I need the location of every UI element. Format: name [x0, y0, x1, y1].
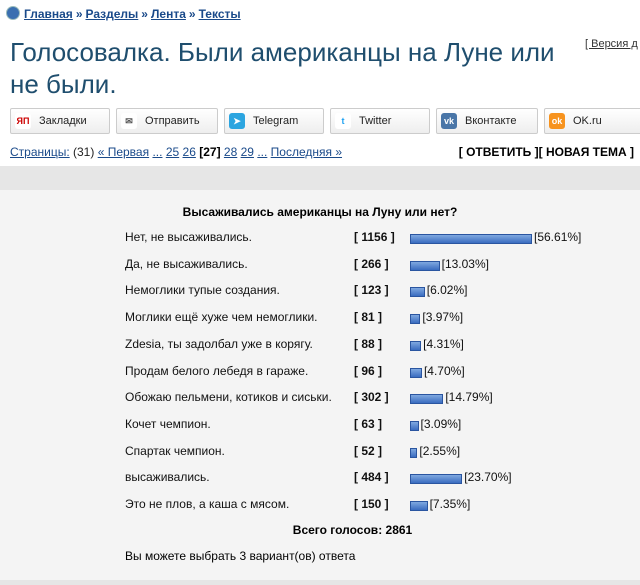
- page-link[interactable]: 28: [223, 145, 238, 159]
- separator: »: [188, 7, 196, 21]
- breadcrumb-link[interactable]: Тексты: [198, 7, 241, 21]
- poll-percent: [3.09%]: [420, 416, 462, 431]
- poll-votes: [ 81 ]: [354, 310, 383, 325]
- page-link[interactable]: « Первая: [97, 145, 150, 159]
- poll-bar: [410, 474, 463, 485]
- band: [0, 166, 640, 190]
- poll-percent: [4.70%]: [423, 363, 465, 378]
- poll-percent: [56.61%]: [534, 230, 582, 244]
- poll-bar: [410, 367, 422, 378]
- poll-option: Кочет чемпион.: [125, 416, 211, 431]
- poll-option: Нет, не высаживались.: [125, 230, 253, 244]
- poll-option: Продам белого лебедя в гараже.: [125, 363, 309, 378]
- poll-bar: [410, 501, 428, 511]
- poll-bar: [410, 394, 444, 405]
- pages-label[interactable]: Страницы:: [10, 145, 70, 159]
- poll-percent: [7.35%]: [429, 497, 471, 511]
- poll-total: Всего голосов: 2861: [292, 523, 413, 537]
- share-label: Twitter: [359, 115, 392, 127]
- poll-votes: [ 52 ]: [354, 443, 383, 458]
- share-button[interactable]: ok OK.ru: [544, 108, 640, 134]
- poll-percent: [14.79%]: [445, 390, 493, 405]
- poll-note: Вы можете выбрать 3 вариант(ов) ответа: [125, 549, 356, 563]
- share-icon: t: [335, 113, 351, 129]
- share-label: OK.ru: [573, 115, 602, 127]
- poll-panel: [0, 190, 640, 580]
- poll-percent: [23.70%]: [464, 470, 512, 485]
- poll-votes: [ 150 ]: [354, 497, 389, 511]
- poll-bar: [410, 314, 421, 325]
- poll-percent: [13.03%]: [441, 256, 489, 271]
- breadcrumb-link[interactable]: Лента: [150, 7, 186, 21]
- poll-option: Да, не высаживались.: [125, 256, 248, 271]
- poll-percent: [4.31%]: [423, 336, 464, 351]
- separator: »: [141, 7, 148, 21]
- action-link[interactable]: [ НОВАЯ ТЕМА ]: [538, 145, 634, 159]
- share-bar: ЯП Закладки ✉ Отправить ➤ Telegram t Twitter vk В…: [10, 108, 640, 134]
- share-label: Закладки: [39, 115, 87, 127]
- poll-option: Спартак чемпион.: [125, 443, 225, 458]
- poll-votes: [ 88 ]: [354, 336, 383, 351]
- poll-option: Обожаю пельмени, котиков и сиськи.: [125, 390, 332, 405]
- poll-votes: [ 63 ]: [354, 416, 383, 431]
- poll-percent: [2.55%]: [419, 443, 461, 458]
- share-button[interactable]: vk Вконтакте: [436, 108, 538, 134]
- poll-votes: [ 266 ]: [354, 256, 389, 271]
- page-link[interactable]: ...: [257, 145, 268, 159]
- poll-votes: [ 96 ]: [354, 363, 383, 378]
- share-button[interactable]: ✉ Отправить: [116, 108, 218, 134]
- poll-bar: [410, 447, 418, 458]
- poll-votes: [ 123 ]: [354, 283, 389, 298]
- poll-votes: [ 1156 ]: [354, 230, 395, 244]
- breadcrumb: Главная» Разделы» Лента» Тексты: [6, 6, 241, 21]
- share-label: Отправить: [145, 115, 200, 127]
- poll-percent: [6.02%]: [426, 283, 468, 298]
- page-link[interactable]: 29: [240, 145, 254, 159]
- action-link[interactable]: [ ОТВЕТИТЬ ]: [458, 145, 539, 159]
- share-button[interactable]: ЯП Закладки: [10, 108, 110, 134]
- poll-bar: [410, 340, 422, 351]
- page-link: [27]: [199, 145, 221, 159]
- share-button[interactable]: ➤ Telegram: [224, 108, 324, 134]
- page-link[interactable]: 26: [182, 145, 196, 159]
- poll-option: высаживались.: [125, 470, 210, 485]
- poll-option: Немоглики тупые создания.: [125, 283, 280, 298]
- poll-bar: [410, 287, 425, 298]
- poll-bar: [410, 420, 419, 431]
- poll-votes: [ 302 ]: [354, 390, 389, 405]
- poll-option: Моглики ещё хуже чем немоглики.: [125, 310, 318, 325]
- poll-option: Zdesia, ты задолбал уже в корягу.: [125, 336, 313, 351]
- topic-title: Голосовалка. Были американцы на Луне или…: [10, 37, 555, 99]
- pagination: Страницы: (31) « Первая ... 25 26 [27] 2…: [10, 145, 342, 159]
- pages-count: (31): [73, 145, 95, 159]
- share-icon: ➤: [229, 113, 245, 129]
- site-icon: [6, 6, 20, 20]
- share-icon: ✉: [121, 113, 137, 129]
- page-link[interactable]: Последняя »: [270, 145, 343, 159]
- share-label: Вконтакте: [465, 115, 517, 127]
- poll-option: Это не плов, а каша с мясом.: [125, 497, 290, 511]
- share-icon: ok: [549, 113, 565, 129]
- poll-question: Высаживались американцы на Луну или нет?: [182, 205, 458, 219]
- breadcrumb-link[interactable]: Главная: [24, 7, 73, 21]
- share-icon: ЯП: [15, 113, 31, 129]
- poll-bar: [410, 234, 532, 244]
- share-button[interactable]: t Twitter: [330, 108, 430, 134]
- version-link[interactable]: [ Версия д: [585, 38, 638, 50]
- separator: »: [75, 7, 83, 21]
- breadcrumb-link[interactable]: Разделы: [85, 7, 139, 21]
- poll-votes: [ 484 ]: [354, 470, 389, 485]
- page-link[interactable]: ...: [152, 145, 163, 159]
- share-icon: vk: [441, 113, 457, 129]
- page-link[interactable]: 25: [165, 145, 180, 159]
- actions: [ ОТВЕТИТЬ ][ НОВАЯ ТЕМА ]: [459, 145, 634, 159]
- poll-bar: [410, 260, 440, 271]
- share-label: Telegram: [253, 115, 299, 127]
- band: [0, 580, 640, 585]
- poll-percent: [3.97%]: [422, 310, 464, 325]
